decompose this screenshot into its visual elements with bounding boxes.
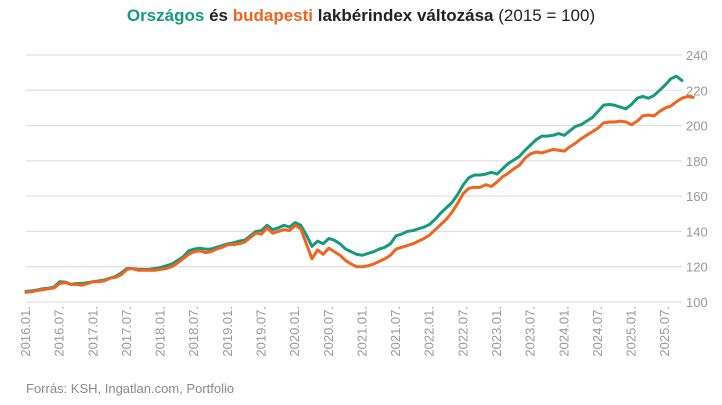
title-budapest: budapesti (232, 6, 314, 25)
y-tick-label: 200 (686, 119, 708, 134)
y-tick-label: 140 (686, 224, 708, 239)
y-tick-label: 160 (686, 189, 708, 204)
title-rest: lakbérindex változása (317, 6, 494, 25)
y-tick-label: 100 (686, 295, 708, 310)
x-tick-label: 2025.01. (624, 306, 639, 357)
title-connector: és (209, 6, 228, 25)
x-tick-label: 2020.01. (287, 306, 302, 357)
x-tick-label: 2022.07. (455, 306, 470, 357)
x-tick-label: 2017.01. (85, 306, 100, 357)
x-tick-label: 2022.01. (422, 306, 437, 357)
x-tick-label: 2018.07. (186, 306, 201, 357)
series-line-budapest (24, 94, 695, 294)
x-tick-label: 2023.01. (489, 306, 504, 357)
source-note: Forrás: KSH, Ingatlan.com, Portfolio (26, 381, 235, 396)
title-suffix: (2015 = 100) (498, 6, 596, 25)
x-tick-label: 2018.01. (153, 306, 168, 357)
x-tick-label: 2025.07. (657, 306, 672, 357)
y-tick-label: 240 (686, 48, 708, 63)
x-tick-label: 2024.07. (590, 306, 605, 357)
x-tick-label: 2021.01. (354, 306, 369, 357)
x-tick-label: 2021.07. (388, 306, 403, 357)
x-tick-label: 2019.01. (220, 306, 235, 357)
x-tick-label: 2024.01. (556, 306, 571, 357)
x-tick-label: 2017.07. (119, 306, 134, 357)
title-national: Országos (126, 6, 205, 25)
x-tick-label: 2023.07. (523, 306, 538, 357)
y-tick-label: 120 (686, 260, 708, 275)
x-tick-label: 2019.07. (253, 306, 268, 357)
chart-title: Országos és budapesti lakbérindex változ… (0, 6, 722, 26)
x-tick-label: 2016.01. (18, 306, 33, 357)
y-tick-label: 220 (686, 83, 708, 98)
x-tick-label: 2020.07. (321, 306, 336, 357)
x-tick-label: 2016.07. (52, 306, 67, 357)
y-tick-label: 180 (686, 154, 708, 169)
series-line-national (24, 74, 684, 293)
